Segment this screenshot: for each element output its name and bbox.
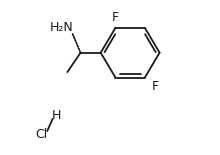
Text: F: F <box>112 11 119 24</box>
Text: Cl: Cl <box>35 128 47 141</box>
Text: H₂N: H₂N <box>49 21 73 34</box>
Text: H: H <box>52 109 61 122</box>
Text: F: F <box>152 80 159 93</box>
